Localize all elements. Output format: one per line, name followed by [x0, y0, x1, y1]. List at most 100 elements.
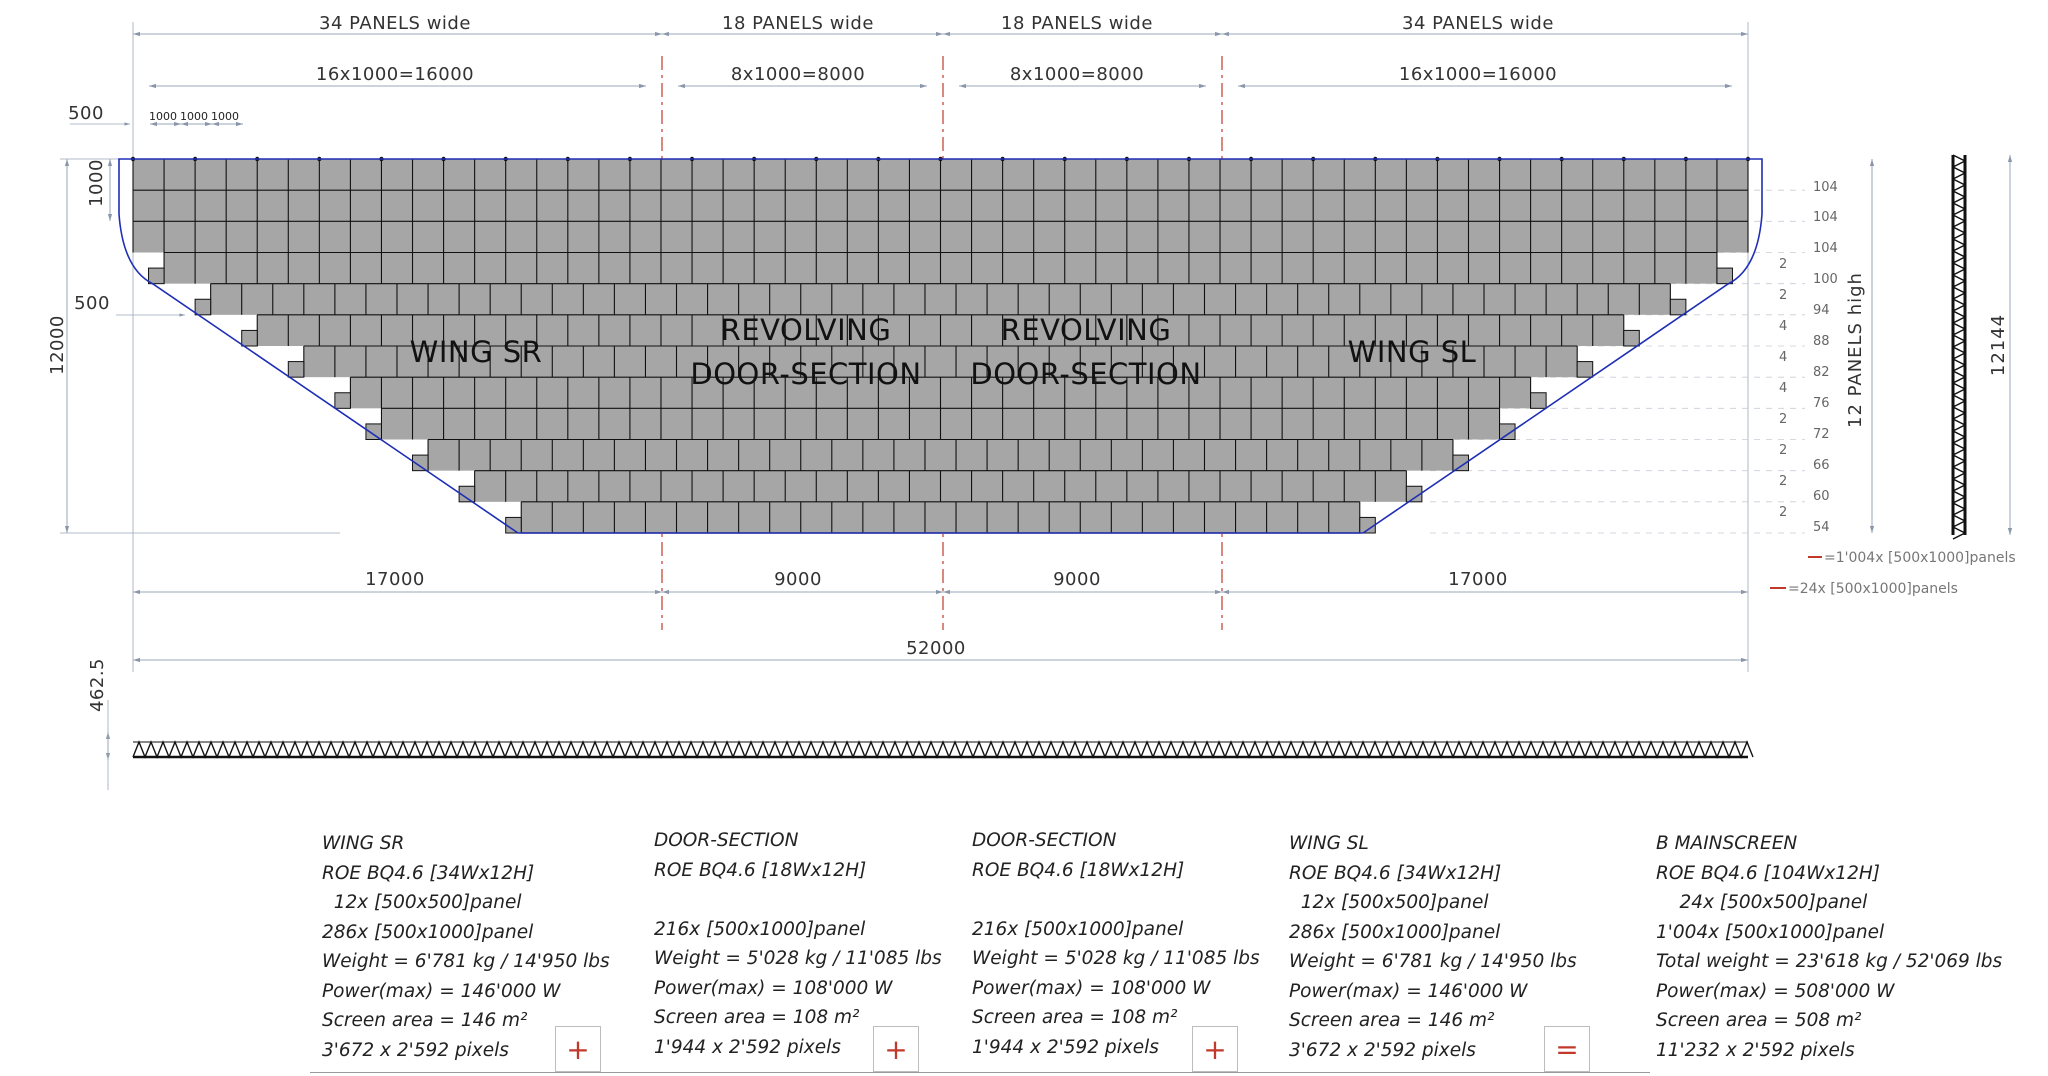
equals-operator-box: =	[1544, 1026, 1590, 1072]
top-dimensions: 34 PANELS wide 18 PANELS wide 18 PANELS …	[68, 13, 1557, 124]
truss-lacing	[1952, 460, 1966, 468]
truss-lacing	[1952, 478, 1966, 486]
truss-lacing	[1952, 256, 1966, 264]
row-step: 2	[1779, 443, 1787, 458]
truss-lacing	[1952, 436, 1966, 444]
spec-line	[972, 885, 1260, 915]
truss-lacing	[1952, 370, 1966, 378]
unit-width-label: 1000	[149, 110, 177, 123]
truss-lacing	[1952, 244, 1966, 252]
truss-lacing	[1952, 322, 1966, 330]
row-count: 104	[1813, 241, 1838, 256]
truss-lacing	[1952, 262, 1966, 270]
truss-lacing	[1952, 358, 1966, 366]
segment-width-label: 9000	[774, 569, 822, 590]
step-offset-label: 500	[74, 293, 110, 314]
spec-line: 1'944 x 2'592 pixels	[654, 1036, 841, 1058]
truss-lacing	[1952, 340, 1966, 348]
truss-lacing	[1952, 418, 1966, 426]
spec-line: 216x [500x1000]panel	[654, 918, 866, 940]
spec-line: Total weight = 23'618 kg / 52'069 lbs	[1656, 951, 2003, 972]
spec-line: Power(max) = 108'000 W	[654, 977, 893, 999]
panel-row	[210, 283, 1671, 315]
unit-width-label: 1000	[211, 110, 239, 123]
spec-line: Screen area = 146 m²	[322, 1010, 528, 1031]
plus-operator-box: +	[873, 1026, 919, 1072]
half-panel	[1452, 454, 1469, 472]
spec-door-section-sl: DOOR-SECTION ROE BQ4.6 [18Wx12H] 216x [5…	[972, 826, 1260, 1062]
half-panel	[458, 485, 476, 503]
spec-line: 24x [500x500]panel	[1656, 892, 1868, 913]
floor-truss	[132, 740, 1754, 759]
panels-wide-label: 34 PANELS wide	[319, 13, 471, 34]
half-panel	[1716, 267, 1733, 285]
truss-lacing	[1952, 250, 1966, 258]
panels-wide-label: 34 PANELS wide	[1402, 13, 1554, 34]
half-panel	[241, 329, 258, 347]
spec-line: Weight = 6'781 kg / 14'950 lbs	[1289, 951, 1577, 972]
row-count-labels: 104 104 104 100 94 88 82 76 72 66 60 54 …	[1779, 180, 1838, 535]
door-section-label: REVOLVING	[721, 313, 892, 347]
truss-lacing	[1952, 196, 1966, 204]
spec-wing-sl: WING SL ROE BQ4.6 [34Wx12H] 12x [500x500…	[1289, 829, 1577, 1065]
truss-lacing	[1952, 496, 1966, 504]
truss-lacing	[1952, 520, 1966, 528]
truss-lacing	[1952, 526, 1966, 534]
dimension-lines	[60, 22, 2013, 790]
spec-line: ROE BQ4.6 [104Wx12H]	[1656, 862, 1880, 884]
top-row-height-label: 1000	[86, 159, 107, 207]
truss-lacing	[1952, 532, 1966, 540]
truss-lacing	[1952, 376, 1966, 384]
truss-lacing	[1952, 220, 1966, 228]
truss-lacing	[1952, 394, 1966, 402]
spec-line: Power(max) = 146'000 W	[322, 980, 561, 1002]
truss-lacing	[1952, 472, 1966, 480]
row-count: 94	[1813, 303, 1830, 318]
row-step: 2	[1779, 505, 1787, 520]
truss-lacing	[1952, 298, 1966, 306]
truss-lacing	[1952, 202, 1966, 210]
sub-width-label: 8x1000=8000	[1010, 64, 1144, 85]
row-count: 72	[1813, 427, 1830, 442]
truss-lacing	[1952, 190, 1966, 198]
sub-width-label: 16x1000=16000	[316, 64, 474, 85]
spec-mainscreen: B MAINSCREEN ROE BQ4.6 [104Wx12H] 24x [5…	[1656, 829, 2002, 1065]
row-step: 4	[1779, 319, 1787, 334]
half-panel	[148, 267, 165, 285]
spec-line: WING SR	[322, 833, 405, 854]
row-count: 100	[1813, 272, 1838, 287]
row-step: 4	[1779, 381, 1787, 396]
spec-line: ROE BQ4.6 [18Wx12H]	[654, 859, 867, 881]
screen-outline	[118, 158, 1763, 534]
door-section-label: REVOLVING	[1001, 313, 1172, 347]
spec-line: 3'672 x 2'592 pixels	[322, 1039, 509, 1061]
spec-line: Screen area = 146 m²	[1289, 1010, 1495, 1031]
half-panel	[412, 454, 429, 472]
truss-lacing	[1952, 292, 1966, 300]
truss-lacing	[1952, 280, 1966, 288]
truss-lacing	[1952, 208, 1966, 216]
truss-lacing	[1952, 382, 1966, 390]
truss-lacing	[1952, 448, 1966, 456]
spec-line: WING SL	[1289, 833, 1369, 854]
bottom-dimensions: 17000 9000 9000 17000 52000 462.5	[87, 569, 1507, 712]
half-panel	[1669, 298, 1687, 316]
truss-lacing	[1952, 400, 1966, 408]
truss-lacing	[1952, 490, 1966, 498]
panel-legend: =1'004x [500x1000]panels =24x [500x1000]…	[1770, 550, 2016, 597]
truss-height-label: 12144	[1988, 314, 2009, 376]
floor-lacing	[132, 740, 1754, 759]
truss-lacing	[1952, 466, 1966, 474]
panel-row	[428, 439, 1453, 471]
summary-baseline	[310, 1072, 1650, 1073]
truss-lacing	[1952, 412, 1966, 420]
sub-width-label: 16x1000=16000	[1399, 64, 1557, 85]
truss-lacing	[1952, 352, 1966, 360]
segment-width-label: 9000	[1053, 569, 1101, 590]
truss-lacing	[1952, 502, 1966, 510]
spec-line: ROE BQ4.6 [34Wx12H]	[1289, 862, 1502, 884]
spec-line: 286x [500x1000]panel	[322, 921, 534, 943]
row-count: 76	[1813, 396, 1830, 411]
spec-line: 11'232 x 2'592 pixels	[1656, 1039, 1855, 1061]
row-step: 2	[1779, 474, 1787, 489]
